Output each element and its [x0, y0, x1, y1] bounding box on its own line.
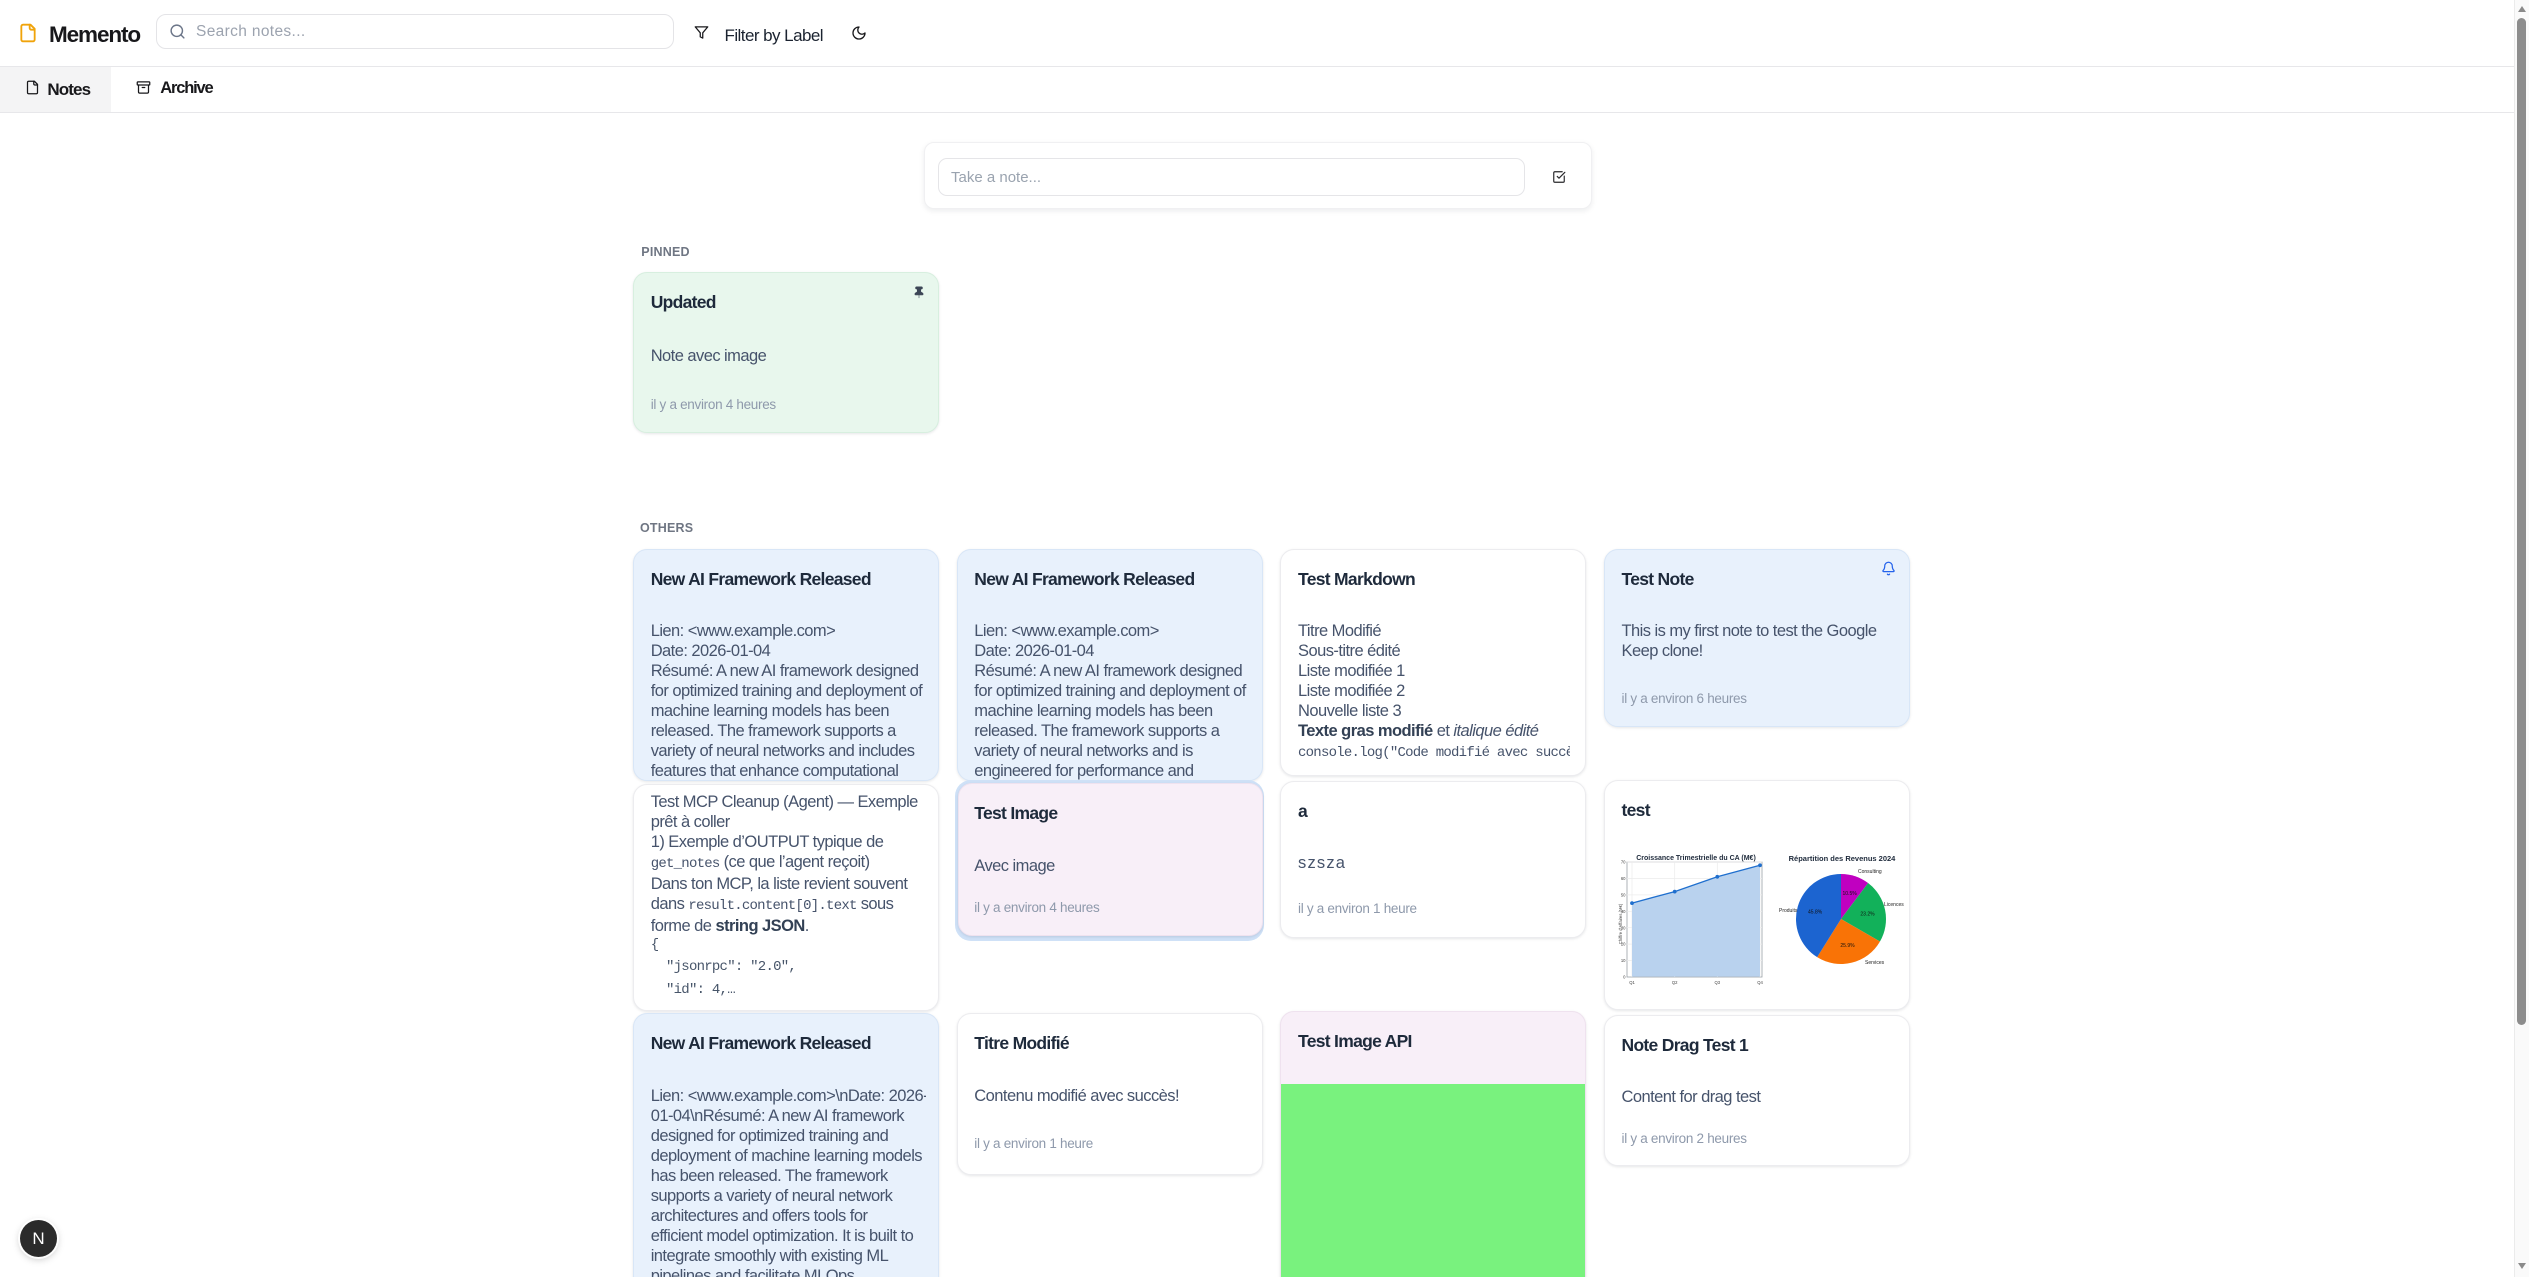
svg-text:Services: Services — [1865, 960, 1885, 966]
svg-text:Q4: Q4 — [1757, 980, 1763, 985]
svg-text:10.5%: 10.5% — [1843, 891, 1858, 897]
svg-text:Répartition des Revenus 2024: Répartition des Revenus 2024 — [1789, 854, 1897, 863]
svg-text:Produits: Produits — [1779, 908, 1798, 914]
svg-text:60: 60 — [1620, 876, 1625, 881]
svg-text:50: 50 — [1620, 893, 1625, 898]
svg-text:Q3: Q3 — [1714, 980, 1720, 985]
svg-text:Q2: Q2 — [1671, 980, 1677, 985]
svg-text:Chiffre d'Affaires (M€): Chiffre d'Affaires (M€) — [1618, 903, 1623, 944]
svg-text:40: 40 — [1620, 909, 1625, 914]
svg-text:Q1: Q1 — [1629, 980, 1635, 985]
svg-text:70: 70 — [1620, 860, 1625, 865]
svg-text:Consulting: Consulting — [1858, 869, 1882, 875]
svg-text:10: 10 — [1620, 958, 1625, 963]
svg-text:25.9%: 25.9% — [1840, 943, 1855, 949]
svg-text:30: 30 — [1620, 925, 1625, 930]
svg-text:Licences: Licences — [1884, 902, 1904, 908]
svg-text:0: 0 — [1623, 975, 1626, 980]
svg-text:45.8%: 45.8% — [1808, 910, 1823, 916]
svg-text:20: 20 — [1620, 942, 1625, 947]
svg-text:Croissance Trimestrielle du CA: Croissance Trimestrielle du CA (M€) — [1636, 855, 1756, 862]
svg-text:23.2%: 23.2% — [1860, 912, 1875, 918]
